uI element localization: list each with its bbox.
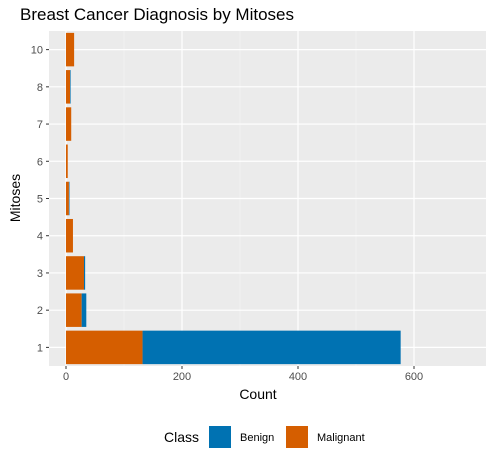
legend: Class Benign Malignant [164, 426, 365, 448]
y-tick-label: 6 [37, 156, 43, 168]
bar-benign-5 [68, 181, 70, 216]
legend-label-malignant: Malignant [317, 432, 365, 444]
bar-benign-1 [142, 330, 401, 365]
bar-benign-3 [83, 256, 86, 290]
x-tick-label: 600 [405, 371, 423, 383]
y-tick-label: 7 [37, 119, 43, 131]
x-tick-label: 200 [173, 371, 191, 383]
bar-malignant-8 [66, 70, 71, 104]
legend-swatch-benign [209, 426, 231, 448]
y-tick-label: 2 [37, 305, 43, 317]
bar-malignant-7 [66, 107, 72, 141]
y-axis-ticks: 1 2 3 4 5 6 7 8 10 [31, 45, 49, 354]
legend-label-benign: Benign [240, 432, 274, 444]
bar-malignant-1 [66, 330, 143, 365]
legend-swatch-malignant [286, 426, 308, 448]
y-tick-label: 1 [37, 342, 43, 354]
y-tick-label: 5 [37, 194, 43, 206]
bar-benign-8 [70, 70, 71, 104]
bars-group [66, 32, 401, 365]
x-axis-ticks: 0 200 400 600 [63, 366, 423, 383]
legend-title: Class [164, 429, 199, 445]
x-tick-label: 400 [289, 371, 307, 383]
y-tick-label: 10 [31, 45, 43, 57]
y-tick-label: 4 [37, 231, 43, 243]
x-axis-title: Count [239, 386, 276, 402]
bar-benign-2 [81, 293, 87, 327]
bar-malignant-2 [66, 293, 82, 327]
bar-malignant-3 [66, 256, 84, 290]
y-tick-label: 8 [37, 82, 43, 94]
chart-title: Breast Cancer Diagnosis by Mitoses [20, 5, 295, 24]
x-tick-label: 0 [63, 371, 69, 383]
bar-malignant-5 [66, 181, 69, 216]
y-axis-title: Mitoses [7, 174, 23, 222]
bar-malignant-4 [66, 218, 73, 253]
grid-lines [49, 31, 486, 366]
bar-malignant-10 [66, 32, 75, 67]
bar-malignant-6 [66, 144, 68, 179]
y-tick-label: 3 [37, 268, 43, 280]
